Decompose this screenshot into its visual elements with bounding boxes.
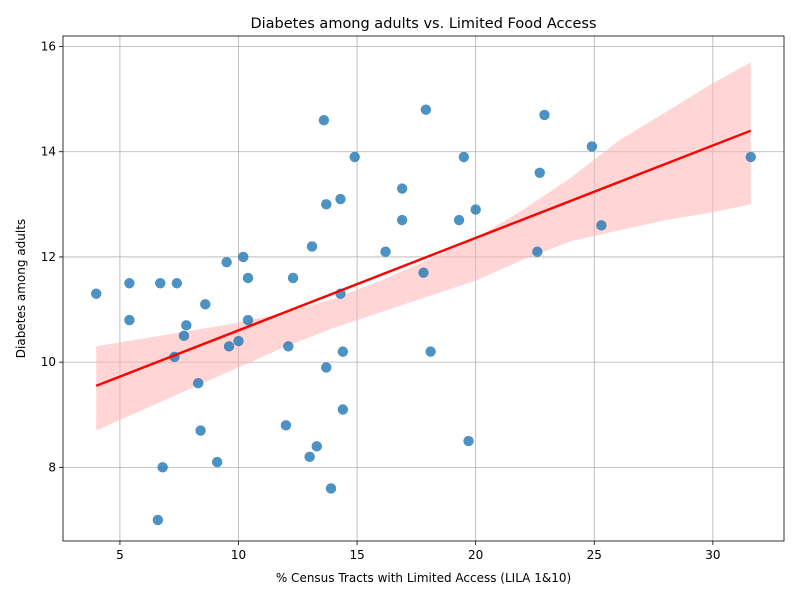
- data-point: [349, 151, 360, 163]
- data-point: [318, 114, 330, 126]
- data-point: [532, 246, 543, 257]
- data-point: [470, 204, 481, 215]
- data-point: [124, 278, 135, 289]
- data-point: [211, 456, 223, 468]
- y-axis-label: Diabetes among adults: [14, 219, 28, 358]
- data-point: [321, 362, 332, 373]
- data-point: [178, 330, 190, 342]
- data-point: [337, 346, 349, 357]
- confidence-band-group: [96, 62, 751, 431]
- data-point: [195, 425, 206, 436]
- data-point: [396, 214, 408, 226]
- y-tick-label: 12: [41, 250, 56, 264]
- y-tick-label: 14: [41, 145, 56, 159]
- data-point: [534, 167, 545, 178]
- data-point: [238, 251, 249, 263]
- x-axis-ticks: 5 10 15 20 25 30: [116, 541, 720, 562]
- chart-title: Diabetes among adults vs. Limited Food A…: [250, 16, 596, 32]
- data-point: [337, 404, 349, 415]
- regression-line: [95, 129, 752, 387]
- data-point: [171, 278, 183, 289]
- data-point: [325, 483, 337, 494]
- data-point: [745, 151, 756, 163]
- y-tick-label: 10: [41, 355, 56, 369]
- data-point: [425, 346, 436, 357]
- plot-frame: [62, 35, 785, 542]
- data-point: [152, 514, 164, 526]
- data-point: [287, 272, 299, 284]
- data-point: [539, 109, 550, 121]
- confidence-band: [96, 62, 751, 431]
- x-tick-label: 30: [705, 548, 720, 562]
- x-tick-label: 15: [349, 548, 364, 562]
- data-point: [596, 220, 607, 231]
- x-tick-label: 10: [231, 548, 246, 562]
- y-axis-ticks: 8 10 12 14 16: [41, 40, 63, 474]
- x-axis-label: % Census Tracts with Limited Access (LIL…: [276, 571, 571, 585]
- data-point: [396, 183, 408, 194]
- data-point: [124, 314, 135, 326]
- x-tick-label: 5: [116, 548, 124, 562]
- data-point: [221, 256, 232, 268]
- x-tick-label: 20: [468, 548, 483, 562]
- data-point: [223, 341, 235, 352]
- data-point: [304, 451, 315, 463]
- data-point: [306, 241, 318, 252]
- data-point: [242, 314, 254, 326]
- data-point: [233, 335, 244, 347]
- data-point: [458, 151, 470, 163]
- data-point: [380, 246, 391, 257]
- data-point: [335, 193, 346, 205]
- data-points: [91, 104, 756, 526]
- y-tick-label: 16: [41, 40, 56, 54]
- data-point: [192, 377, 204, 389]
- data-point: [453, 214, 465, 226]
- data-point: [280, 420, 292, 431]
- data-point: [283, 341, 294, 352]
- data-point: [200, 299, 211, 310]
- data-point: [155, 278, 166, 289]
- data-point: [463, 435, 474, 447]
- data-point: [586, 141, 598, 152]
- data-point: [418, 267, 429, 278]
- data-point: [420, 104, 432, 115]
- data-point: [181, 320, 192, 331]
- data-point: [242, 272, 254, 284]
- data-point: [321, 199, 332, 210]
- data-point: [157, 462, 168, 473]
- data-point: [311, 441, 322, 452]
- y-tick-label: 8: [48, 460, 56, 474]
- regression-line-group: [95, 129, 752, 387]
- x-tick-label: 25: [587, 548, 602, 562]
- data-point: [91, 288, 102, 299]
